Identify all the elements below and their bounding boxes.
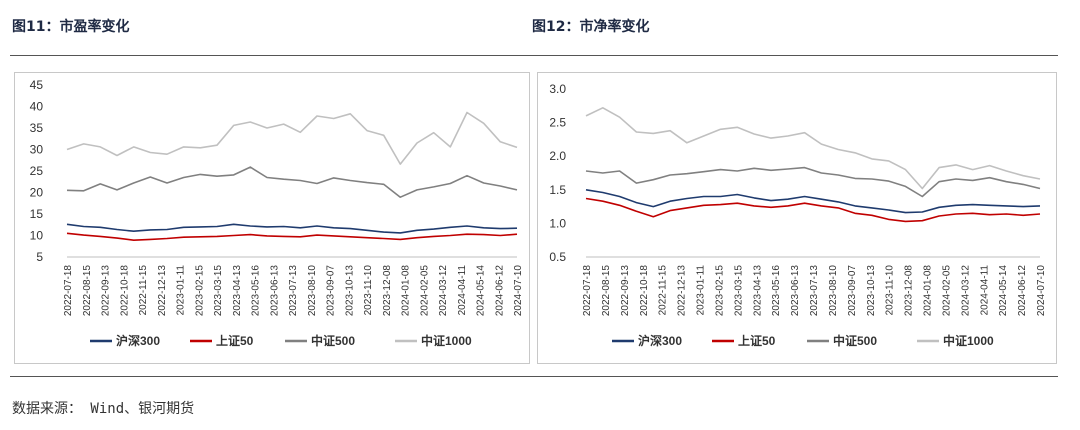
x-tick-label: 2023-02-15 [194, 265, 205, 317]
x-tick-label: 2022-09-13 [101, 265, 112, 317]
x-tick-label: 2023-09-07 [326, 265, 337, 317]
x-tick-label: 2023-11-10 [363, 265, 374, 316]
x-tick-label: 2022-08-15 [82, 265, 93, 317]
y-tick-label: 2.5 [549, 116, 566, 130]
y-tick-label: 1.5 [549, 183, 566, 197]
x-tick-label: 2024-02-05 [419, 265, 430, 317]
series-line-2 [66, 166, 518, 198]
legend-label-0: 沪深300 [116, 333, 160, 348]
x-tick-label: 2022-08-15 [601, 265, 612, 317]
x-tick-label: 2022-11-15 [138, 265, 149, 316]
x-tick-label: 2023-06-13 [269, 265, 280, 317]
x-tick-label: 2022-12-13 [677, 265, 688, 317]
x-tick-label: 2023-10-13 [866, 265, 877, 317]
y-tick-label: 45 [30, 78, 44, 92]
x-tick-label: 2024-02-05 [941, 265, 952, 317]
y-tick-label: 10 [30, 229, 44, 243]
y-tick-label: 3.0 [549, 82, 566, 96]
x-tick-label: 2022-07-18 [582, 265, 593, 317]
y-tick-label: 1.0 [549, 216, 566, 230]
x-tick-label: 2023-07-13 [288, 265, 299, 317]
x-tick-label: 2023-05-16 [251, 265, 262, 317]
x-tick-label: 2023-12-08 [904, 265, 915, 317]
x-tick-label: 2022-10-18 [119, 265, 130, 317]
legend-label-2: 中证500 [311, 333, 355, 348]
legend-label-3: 中证1000 [943, 333, 994, 348]
y-tick-label: 25 [30, 164, 44, 178]
x-tick-label: 2023-12-08 [382, 265, 393, 317]
pb-chart: 0.5 1.0 1.5 2.0 2.5 3.0 2022-07-18 2022-08-15 20… [549, 82, 1047, 348]
series-line-2 [585, 166, 1041, 198]
y-tick-label: 35 [30, 121, 44, 135]
pe-chart: 5 10 15 20 25 30 35 40 45 2022-07-18 2022-08-15 202… [30, 78, 524, 348]
x-tick-label: 2023-04-13 [752, 265, 763, 317]
x-tick-label: 2023-11-10 [885, 265, 896, 316]
figure-title-pe: 图11：市盈率变化 [12, 19, 130, 35]
x-tick-label: 2023-08-10 [307, 265, 318, 317]
x-tick-label: 2023-01-11 [696, 265, 707, 316]
y-tick-label: 2.0 [549, 149, 566, 163]
x-tick-label: 2022-07-18 [63, 265, 74, 317]
y-tick-label: 15 [30, 207, 44, 221]
series-line-0 [66, 223, 518, 234]
x-tick-label: 2022-10-18 [639, 265, 650, 317]
x-tick-label: 2023-08-10 [828, 265, 839, 317]
x-tick-label: 2023-01-11 [176, 265, 187, 316]
source-note: 数据来源： Wind、银河期货 [12, 401, 195, 417]
series-line-1 [585, 197, 1041, 223]
series-line-3 [585, 106, 1041, 190]
x-tick-label: 2023-06-13 [790, 265, 801, 317]
x-tick-label: 2024-04-11 [457, 265, 468, 316]
x-tick-label: 2023-07-13 [809, 265, 820, 317]
x-tick-label: 2023-02-15 [714, 265, 725, 317]
bottom-divider [10, 376, 1058, 377]
pb-chart-panel: 0.5 1.0 1.5 2.0 2.5 3.0 2022-07-18 2022-08-15 20… [537, 72, 1057, 364]
x-tick-label: 2022-12-13 [157, 265, 168, 317]
series-line-0 [585, 189, 1041, 214]
y-tick-label: 20 [30, 186, 44, 200]
figure-title-pb: 图12：市净率变化 [532, 19, 650, 35]
top-divider [10, 55, 1058, 56]
x-tick-label: 2022-09-13 [620, 265, 631, 317]
x-tick-label: 2024-07-10 [513, 265, 524, 317]
x-tick-label: 2024-05-14 [998, 265, 1009, 317]
x-tick-label: 2024-01-08 [401, 265, 412, 317]
legend-label-0: 沪深300 [638, 333, 682, 348]
x-tick-label: 2024-03-12 [438, 265, 449, 317]
series-line-3 [66, 111, 518, 165]
x-tick-label: 2023-03-15 [213, 265, 224, 317]
legend-label-3: 中证1000 [421, 333, 472, 348]
x-tick-label: 2023-04-13 [232, 265, 243, 317]
x-tick-label: 2024-03-12 [960, 265, 971, 317]
legend-label-2: 中证500 [833, 333, 877, 348]
x-tick-label: 2024-04-11 [979, 265, 990, 316]
pe-chart-panel: 5 10 15 20 25 30 35 40 45 2022-07-18 2022-08-15 202… [14, 72, 530, 364]
x-tick-label: 2023-03-15 [733, 265, 744, 317]
y-tick-label: 40 [30, 100, 44, 114]
x-tick-label: 2023-09-07 [847, 265, 858, 317]
x-tick-label: 2024-01-08 [923, 265, 934, 317]
x-tick-label: 2024-06-12 [1017, 265, 1028, 317]
series-line-1 [66, 232, 518, 241]
x-tick-label: 2023-05-16 [771, 265, 782, 317]
x-tick-label: 2024-07-10 [1036, 265, 1047, 317]
x-tick-label: 2023-10-13 [344, 265, 355, 317]
legend-label-1: 上证50 [738, 333, 776, 348]
x-tick-label: 2024-06-12 [494, 265, 505, 317]
legend-label-1: 上证50 [216, 333, 254, 348]
x-tick-label: 2022-11-15 [658, 265, 669, 316]
y-tick-label: 0.5 [549, 250, 566, 264]
y-tick-label: 30 [30, 143, 44, 157]
x-tick-label: 2024-05-14 [476, 265, 487, 317]
y-tick-label: 5 [36, 250, 43, 264]
